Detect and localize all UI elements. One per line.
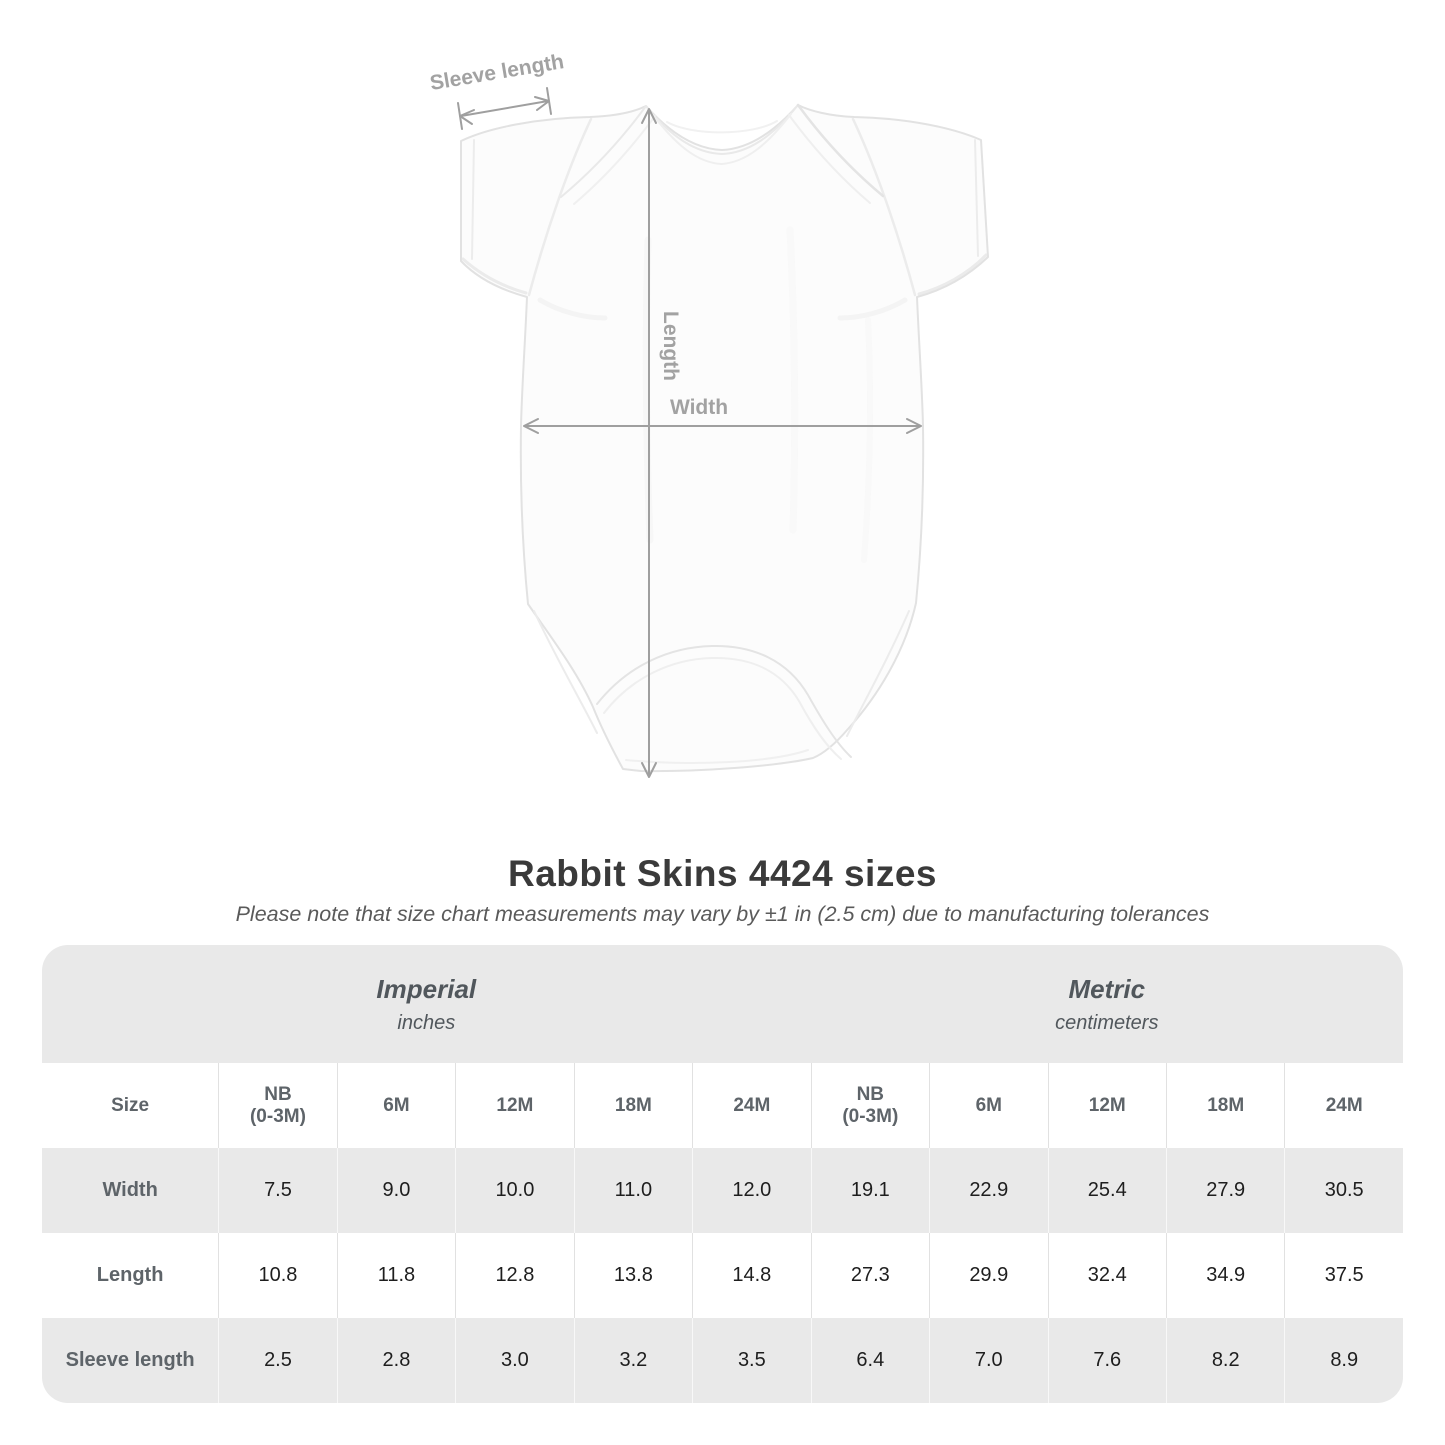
cell-value: 6.4 xyxy=(810,1318,930,1403)
col-header-nb-imperial: NB (0-3M) xyxy=(218,1063,337,1148)
onesie-illustration xyxy=(460,103,989,773)
cell-value: 12.8 xyxy=(455,1233,574,1318)
length-label: Length xyxy=(659,311,682,381)
cell-value: 3.2 xyxy=(573,1318,693,1403)
cell-value: 14.8 xyxy=(692,1233,811,1318)
col-header-label: 24M xyxy=(733,1094,771,1116)
col-header-label: 18M xyxy=(614,1094,652,1116)
column-headers-row: Size NB (0-3M) 6M 12M 18M 24M NB (0-3M) 6M… xyxy=(42,1063,1403,1148)
garment-seams xyxy=(461,103,988,764)
cell-value: 10.0 xyxy=(455,1148,574,1233)
cell-value: 12.0 xyxy=(692,1148,811,1233)
cell-value: 2.5 xyxy=(218,1318,337,1403)
cell-value: 32.4 xyxy=(1047,1233,1166,1318)
cell-value: 10.8 xyxy=(218,1233,337,1318)
cell-value: 2.8 xyxy=(336,1318,456,1403)
row-label: Length xyxy=(42,1233,219,1318)
size-chart-table: Imperial inches Metric centimeters Size … xyxy=(42,945,1403,1403)
unit-groups-row: Imperial inches Metric centimeters xyxy=(42,945,1403,1063)
garment-diagram: Sleeve length Length Width xyxy=(428,50,989,778)
cell-value: 22.9 xyxy=(929,1148,1048,1233)
sleeve-length-label: Sleeve length xyxy=(428,50,565,95)
col-header-label: 6M xyxy=(975,1094,1002,1116)
col-header-sub: (0-3M) xyxy=(249,1105,306,1127)
metric-label: Metric xyxy=(1068,973,1146,1004)
cell-value: 30.5 xyxy=(1284,1148,1403,1233)
col-header-18m-metric: 18M xyxy=(1165,1063,1285,1148)
width-label: Width xyxy=(670,396,728,419)
cell-value: 7.6 xyxy=(1047,1318,1166,1403)
cell-value: 19.1 xyxy=(810,1148,930,1233)
cell-value: 13.8 xyxy=(573,1233,693,1318)
col-header-12m-metric: 12M xyxy=(1047,1063,1166,1148)
cell-value: 29.9 xyxy=(929,1233,1048,1318)
cell-value: 37.5 xyxy=(1284,1233,1403,1318)
tolerance-note: Please note that size chart measurements… xyxy=(235,902,1210,926)
col-header-label: 18M xyxy=(1207,1094,1245,1116)
row-label: Sleeve length xyxy=(42,1318,219,1403)
onesie-outline xyxy=(460,104,989,773)
row-label: Width xyxy=(42,1148,219,1233)
imperial-label: Imperial xyxy=(376,973,477,1004)
cell-value: 27.9 xyxy=(1165,1148,1285,1233)
col-header-label: 12M xyxy=(1088,1094,1126,1116)
imperial-unit: inches xyxy=(397,1011,456,1034)
cell-value: 11.8 xyxy=(336,1233,456,1318)
cell-value: 27.3 xyxy=(810,1233,930,1318)
cell-value: 9.0 xyxy=(336,1148,456,1233)
cell-value: 8.2 xyxy=(1165,1318,1285,1403)
metric-unit: centimeters xyxy=(1055,1011,1159,1034)
col-header-18m-imperial: 18M xyxy=(573,1063,693,1148)
col-header-label: 12M xyxy=(496,1094,534,1116)
imperial-group-header: Imperial inches xyxy=(42,945,811,1063)
col-header-label: 6M xyxy=(383,1094,410,1116)
width-arrow xyxy=(523,418,922,434)
cell-value: 3.0 xyxy=(455,1318,574,1403)
col-header-6m-metric: 6M xyxy=(929,1063,1048,1148)
cell-value: 25.4 xyxy=(1047,1148,1166,1233)
cell-value: 7.5 xyxy=(218,1148,337,1233)
page-title: Rabbit Skins 4424 sizes xyxy=(508,853,937,894)
size-header: Size xyxy=(42,1063,219,1148)
metric-group-header: Metric centimeters xyxy=(810,945,1403,1063)
length-arrow xyxy=(641,108,657,778)
cell-value: 3.5 xyxy=(692,1318,811,1403)
sleeve-length-arrow xyxy=(457,87,552,130)
col-header-label: NB xyxy=(264,1083,292,1105)
col-header-12m-imperial: 12M xyxy=(455,1063,574,1148)
col-header-sub: (0-3M) xyxy=(842,1105,899,1127)
col-header-6m-imperial: 6M xyxy=(336,1063,456,1148)
col-header-label: 24M xyxy=(1325,1094,1363,1116)
col-header-label: NB xyxy=(856,1083,885,1105)
cell-value: 7.0 xyxy=(929,1318,1048,1403)
cell-value: 8.9 xyxy=(1284,1318,1403,1403)
col-header-nb-metric: NB (0-3M) xyxy=(810,1063,930,1148)
table-row-length: Length 10.8 11.8 12.8 13.8 14.8 27.3 29.… xyxy=(42,1233,1403,1318)
cell-value: 11.0 xyxy=(573,1148,693,1233)
cell-value: 34.9 xyxy=(1165,1233,1285,1318)
col-header-24m-imperial: 24M xyxy=(692,1063,811,1148)
table-row-width: Width 7.5 9.0 10.0 11.0 12.0 19.1 22.9 2… xyxy=(42,1148,1403,1233)
table-row-sleeve-length: Sleeve length 2.5 2.8 3.0 3.2 3.5 6.4 7.… xyxy=(42,1318,1403,1403)
col-header-24m-metric: 24M xyxy=(1284,1063,1403,1148)
